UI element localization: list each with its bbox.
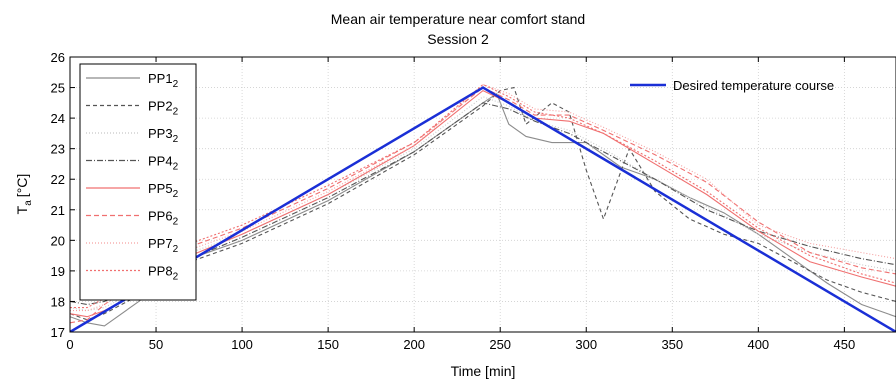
y-tick-label: 26 <box>51 50 65 65</box>
x-tick-label: 0 <box>66 337 73 352</box>
y-axis-label: Ta [°C] <box>14 174 34 215</box>
x-tick-label: 250 <box>489 337 511 352</box>
legend-right: Desired temperature course <box>630 78 834 93</box>
y-tick-label: 25 <box>51 81 65 96</box>
y-axis-label-main: T <box>14 205 30 214</box>
y-axis-label-unit: [°C] <box>14 174 30 198</box>
y-tick-label: 17 <box>51 325 65 340</box>
legend-label: PP72 <box>148 236 179 255</box>
svg-text:Ta[°C]: Ta [°C] <box>14 174 34 215</box>
legend-label: PP22 <box>148 99 179 118</box>
x-tick-label: 300 <box>575 337 597 352</box>
x-tick-label: 350 <box>661 337 683 352</box>
x-tick-label: 100 <box>231 337 253 352</box>
y-tick-label: 20 <box>51 233 65 248</box>
x-tick-label: 400 <box>747 337 769 352</box>
y-tick-label: 22 <box>51 172 65 187</box>
plot-frame <box>69 56 896 333</box>
legend-label: PP62 <box>148 209 179 228</box>
x-axis-label: Time [min] <box>451 363 516 379</box>
y-tick-label: 23 <box>51 142 65 157</box>
legend-label: PP82 <box>148 264 179 283</box>
legend-label: PP52 <box>148 181 179 200</box>
legend-left-box <box>79 63 197 301</box>
x-tick-label: 150 <box>317 337 339 352</box>
legend-left: PP12 PP22 PP32 PP42 PP52 PP62 PP72 PP82 <box>79 63 197 301</box>
x-tick-label: 200 <box>403 337 425 352</box>
chart-title: Mean air temperature near comfort stand <box>331 11 585 27</box>
y-tick-label: 24 <box>51 111 65 126</box>
series-line-9 <box>70 86 896 332</box>
y-tick-label: 19 <box>51 264 65 279</box>
x-tick-label: 450 <box>834 337 856 352</box>
y-tick-label: 21 <box>51 203 65 218</box>
legend-label: PP42 <box>148 154 179 173</box>
axis-ticks: 0 50 100 150 200 250 300 350 400 450 17 18 19 20 21 22 2… <box>51 50 856 352</box>
y-axis-label-sub: a <box>23 200 34 206</box>
y-tick-label: 18 <box>51 294 65 309</box>
legend-label: PP32 <box>148 126 179 145</box>
legend-label-desired: Desired temperature course <box>673 78 834 93</box>
x-tick-label: 50 <box>149 337 163 352</box>
legend-label: PP12 <box>148 71 179 90</box>
series-line-2 <box>70 86 896 321</box>
chart-subtitle: Session 2 <box>427 31 489 47</box>
